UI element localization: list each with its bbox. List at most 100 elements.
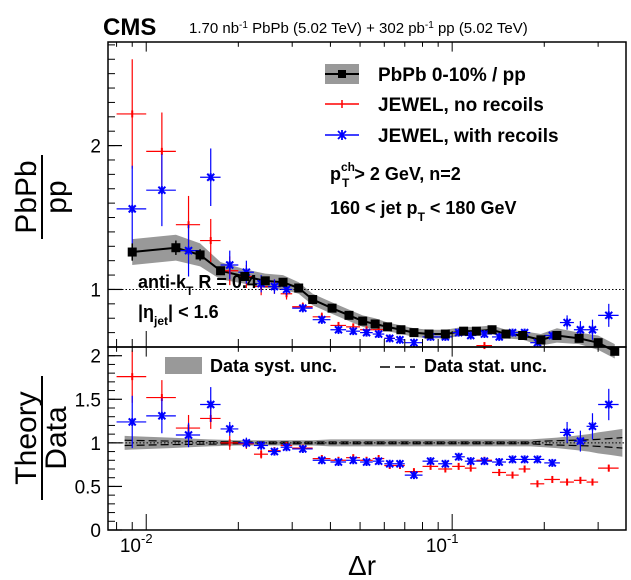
top-data-marker: [574, 333, 584, 343]
x-tick-exponent: -1: [447, 531, 459, 546]
x-tick-base: 10: [426, 536, 447, 557]
track-pt-cut-label: pch T > 2 GeV, n=2: [330, 160, 461, 190]
bottom-blue-point-marker: [604, 400, 613, 409]
bottom-blue-point-marker: [242, 438, 251, 448]
bottom-ylabel-numerator: Theory: [10, 391, 43, 484]
top-data-marker: [552, 330, 562, 340]
top-legend: PbPb 0-10% / pp JEWEL, no recoils JEWEL,…: [325, 64, 559, 147]
top-blue-point-marker: [334, 325, 343, 334]
bottom-blue-point-marker: [562, 428, 572, 437]
top-blue-point-marker: [409, 338, 419, 347]
top-panel: 1 2 PbPb pp PbPb 0-10% / pp JEWEL, no rec…: [10, 41, 627, 359]
top-data-marker: [240, 272, 250, 282]
top-data-marker: [171, 243, 181, 253]
bottom-ylabel: Theory Data: [10, 376, 73, 500]
top-blue-point-marker: [562, 318, 572, 327]
bottom-stat-hi: [124, 437, 623, 443]
top-blue-point-marker: [282, 285, 291, 294]
bottom-blue-point-marker: [441, 459, 450, 468]
top-blue-point-marker: [225, 260, 234, 270]
bottom-blue-point-marker: [256, 441, 266, 450]
top-data-marker: [471, 326, 481, 336]
top-blue-point-marker: [128, 204, 137, 214]
top-data-marker: [501, 329, 511, 339]
bottom-syst-band: [124, 428, 623, 457]
top-data-marker: [327, 303, 337, 313]
top-data-marker: [396, 325, 406, 335]
top-blue-point-marker: [588, 325, 597, 334]
bottom-blue-point-marker: [495, 457, 504, 467]
bottom-y-tick-label: 1.5: [75, 390, 101, 411]
legend-blue-marker: [337, 130, 347, 140]
legend-item-data: PbPb 0-10% / pp: [325, 64, 526, 86]
top-blue-point-marker: [270, 282, 279, 291]
top-data-line: [132, 246, 616, 353]
bottom-frame: [107, 346, 627, 531]
top-blue-point-marker: [362, 328, 371, 337]
jet-eta-label: |ηjet| < 1.6: [138, 302, 219, 328]
top-blue-point-marker: [157, 185, 167, 195]
top-data-marker: [370, 319, 380, 329]
top-data-marker: [195, 250, 205, 260]
bottom-y-tick-label: 2: [90, 347, 101, 368]
top-data-marker: [216, 266, 226, 276]
top-blue-point-marker: [374, 329, 383, 339]
top-data-marker: [440, 329, 450, 339]
top-blue-point-marker: [395, 335, 405, 345]
bottom-blue-point-marker: [282, 443, 291, 452]
bottom-blue-point-marker: [184, 430, 193, 440]
bottom-blue-point-marker: [454, 452, 463, 462]
top-blue-point-marker: [317, 315, 327, 324]
top-ylabel-numerator: PbPb: [10, 160, 43, 233]
top-ylabel: PbPb pp: [10, 155, 73, 239]
bottom-blue-point-marker: [206, 400, 215, 409]
bottom-blue-point-marker: [508, 455, 517, 464]
bottom-blue-point-marker: [225, 424, 234, 434]
bottom-y-axis: 0 0.5 1 1.5 2: [75, 347, 122, 542]
bottom-blue-point-marker: [349, 456, 358, 465]
jet-algorithm-label: anti-kT R = 0.4: [138, 272, 257, 298]
top-blue-point-marker: [385, 334, 394, 343]
top-blue-point-marker: [604, 311, 613, 320]
bottom-panel: 00.511.52 10-2 10-1 Theory Data Data syst…: [10, 346, 627, 580]
top-blue-point-marker: [480, 329, 489, 339]
legend-syst-swatch: [165, 357, 202, 374]
legend-red-label: JEWEL, no recoils: [378, 95, 544, 116]
top-x-ticks: [116, 42, 599, 347]
top-data-marker: [383, 322, 393, 332]
bottom-y-tick-label: 0: [90, 521, 101, 542]
legend-stat-label: Data stat. unc.: [424, 356, 547, 376]
bottom-blue-point-marker: [157, 411, 167, 421]
top-data-marker: [278, 277, 288, 287]
bottom-y-tick-label: 1: [90, 434, 101, 455]
top-data-marker: [260, 276, 270, 286]
bottom-blue-point-marker: [395, 459, 405, 468]
top-blue-point-marker: [184, 246, 193, 255]
experiment-label: CMS: [103, 14, 156, 41]
bottom-blue-point-marker: [334, 457, 343, 467]
x-tick-label: 10-1: [426, 531, 459, 557]
bottom-blue-point-marker: [385, 459, 394, 468]
bottom-blue-point-marker: [588, 422, 597, 431]
x-tick-label: 10-2: [120, 531, 153, 557]
top-data-marker: [424, 329, 434, 339]
bottom-blue-point-marker: [426, 456, 435, 466]
bottom-ylabel-denominator: Data: [40, 406, 73, 470]
bottom-blue-point-marker: [317, 456, 327, 465]
bottom-blue-point-marker: [480, 456, 489, 466]
legend-data-marker: [338, 70, 346, 78]
top-data-marker: [536, 335, 546, 345]
top-data-marker: [308, 295, 318, 305]
legend-data-label: PbPb 0-10% / pp: [378, 65, 526, 86]
top-y-tick-label: 2: [90, 137, 101, 158]
top-data-marker: [610, 346, 620, 356]
bottom-x-axis: 10-2 10-1: [116, 347, 599, 557]
bottom-data-points: [116, 350, 619, 488]
luminosity-label: 1.70 nb-1 PbPb (5.02 TeV) + 302 pb-1 pp …: [189, 20, 528, 38]
x-axis-label: Δr: [348, 550, 376, 580]
top-y-tick-label: 1: [90, 280, 101, 301]
bottom-y-tick-label: 0.5: [75, 477, 101, 498]
top-blue-point-marker: [298, 303, 308, 313]
legend-blue-label: JEWEL, with recoils: [378, 126, 559, 147]
